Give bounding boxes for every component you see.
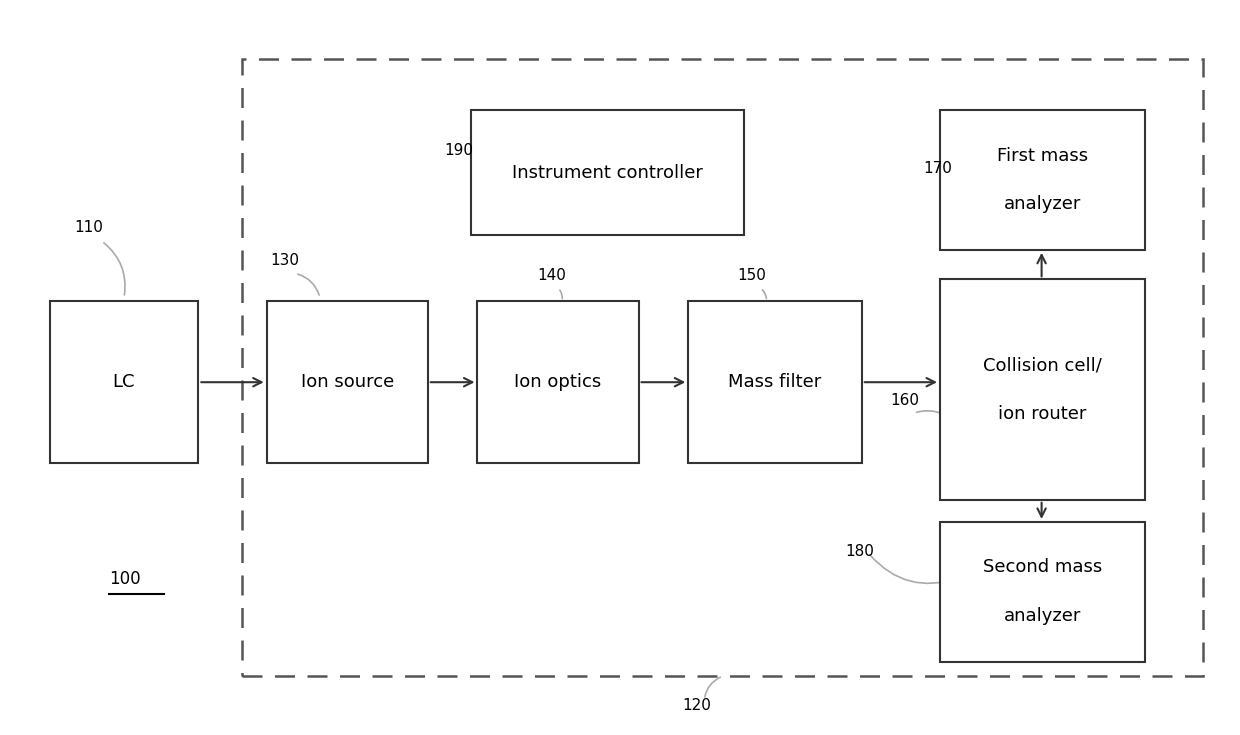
FancyBboxPatch shape — [940, 279, 1145, 500]
FancyArrowPatch shape — [916, 411, 952, 420]
FancyBboxPatch shape — [50, 301, 198, 463]
Text: Second mass: Second mass — [982, 559, 1102, 576]
Text: LC: LC — [113, 373, 135, 391]
Text: Collision cell/: Collision cell/ — [983, 356, 1101, 374]
Text: 120: 120 — [682, 698, 711, 713]
Text: 170: 170 — [924, 162, 952, 176]
FancyBboxPatch shape — [940, 110, 1145, 250]
Text: analyzer: analyzer — [1003, 196, 1081, 213]
Text: ion router: ion router — [998, 405, 1086, 423]
FancyBboxPatch shape — [267, 301, 428, 463]
FancyArrowPatch shape — [298, 274, 319, 295]
FancyBboxPatch shape — [471, 110, 744, 235]
FancyArrowPatch shape — [951, 182, 983, 193]
Text: Mass filter: Mass filter — [728, 373, 822, 391]
FancyBboxPatch shape — [940, 522, 1145, 662]
FancyArrowPatch shape — [763, 290, 766, 298]
Text: 150: 150 — [738, 268, 766, 283]
Text: 190: 190 — [444, 143, 472, 158]
Text: 130: 130 — [270, 254, 299, 268]
Text: 110: 110 — [74, 220, 103, 235]
Text: 180: 180 — [846, 544, 874, 559]
Text: First mass: First mass — [997, 147, 1087, 165]
FancyArrowPatch shape — [104, 243, 125, 295]
Text: Instrument controller: Instrument controller — [512, 164, 703, 182]
FancyBboxPatch shape — [477, 301, 639, 463]
FancyArrowPatch shape — [559, 290, 562, 298]
Text: 160: 160 — [890, 393, 919, 408]
FancyArrowPatch shape — [704, 677, 720, 697]
FancyArrowPatch shape — [869, 555, 959, 584]
Text: Ion source: Ion source — [300, 373, 394, 391]
Text: 100: 100 — [109, 570, 141, 588]
FancyBboxPatch shape — [688, 301, 862, 463]
Text: 140: 140 — [537, 268, 565, 283]
FancyArrowPatch shape — [471, 161, 512, 174]
Text: Ion optics: Ion optics — [515, 373, 601, 391]
Text: analyzer: analyzer — [1003, 607, 1081, 625]
